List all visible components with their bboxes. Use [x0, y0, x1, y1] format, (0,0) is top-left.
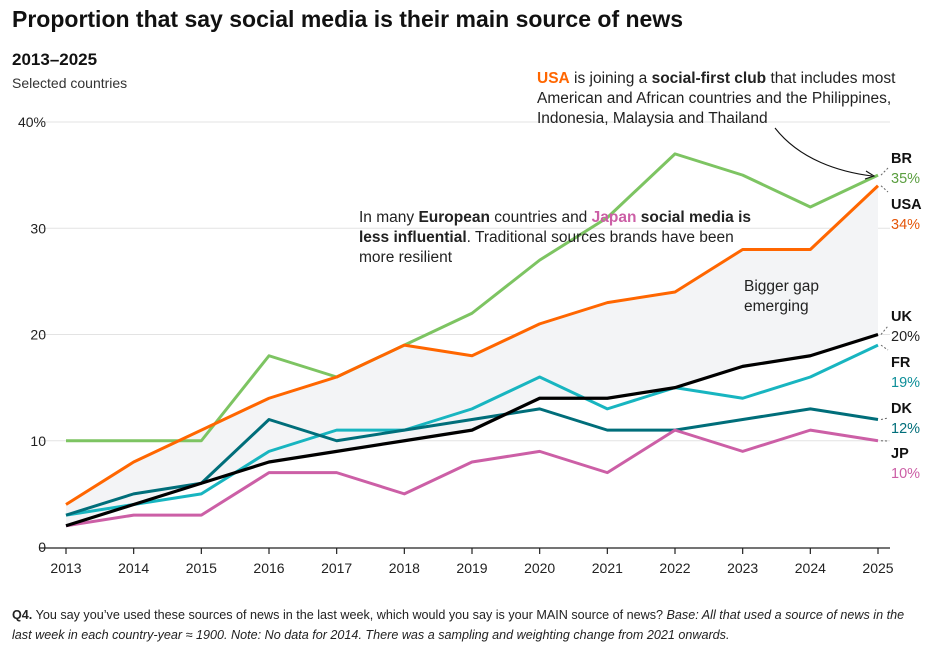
annotation-arrow [774, 127, 873, 177]
series-line-uk [65, 332, 879, 528]
end-label-dk: DK [891, 401, 912, 417]
annotation-segment: European [418, 209, 490, 226]
annotation-segment: Japan [591, 209, 637, 226]
end-value-usa: 34% [891, 217, 920, 233]
x-tick-label: 2014 [118, 560, 149, 576]
label-connector [880, 325, 889, 335]
end-value-jp: 10% [891, 466, 920, 482]
chart-subsubtitle: Selected countries [12, 75, 128, 91]
footnote-base: Base: All that used a source of news in … [12, 608, 905, 642]
annotation-segment: USA [537, 70, 570, 87]
end-value-fr: 19% [891, 375, 920, 391]
end-label-jp: JP [891, 446, 909, 462]
series-line-br [66, 152, 879, 443]
y-tick-label: 10 [30, 433, 46, 449]
end-label-usa: USA [891, 197, 922, 213]
x-tick-label: 2021 [592, 560, 623, 576]
annotation-europe: In many European countries and Japan soc… [359, 208, 769, 268]
label-connector [880, 167, 889, 176]
annotation-usa: USA is joining a social-first club that … [537, 69, 927, 129]
end-value-dk: 12% [891, 421, 920, 437]
x-tick-label: 2024 [795, 560, 826, 576]
footnote: Q4. You say you’ve used these sources of… [12, 605, 927, 645]
annotation-gap: Bigger gap emerging [744, 278, 819, 315]
x-tick-label: 2013 [50, 560, 81, 576]
chart-title: Proportion that say social media is thei… [12, 6, 684, 32]
x-tick-label: 2023 [727, 560, 758, 576]
footnote-text: You say you’ve used these sources of new… [32, 608, 667, 622]
line-chart: 0 10 20 30 40% 2013 2014 2015 2016 2017 2018 2019 20… [18, 114, 922, 576]
x-tick-label: 2025 [862, 560, 893, 576]
x-tick-label: 2015 [186, 560, 217, 576]
y-tick-label: 0 [38, 539, 46, 555]
annotation-segment: . Traditional sources brands have been m… [359, 229, 734, 266]
x-tick-label: 2020 [524, 560, 555, 576]
footnote-question: Q4. [12, 608, 33, 622]
annotation-segment: social media is less influential [359, 209, 752, 246]
annotation-segment: countries and [489, 209, 592, 226]
series-line-usa [65, 184, 880, 506]
label-connector [880, 185, 889, 193]
annotation-segment: social-first club [651, 70, 767, 87]
end-label-uk: UK [891, 309, 912, 325]
annotation-segment: that includes most American and African … [537, 70, 896, 127]
end-label-br: BR [891, 151, 912, 167]
arrowhead-icon [864, 170, 876, 180]
y-tick-label: 30 [30, 220, 46, 236]
x-tick-label: 2017 [321, 560, 352, 576]
annotation-segment: is joining a [569, 70, 652, 87]
end-label-fr: FR [891, 355, 911, 371]
end-value-br: 35% [891, 171, 920, 187]
end-value-uk: 20% [891, 329, 920, 345]
series-line-fr [65, 343, 879, 517]
annotation-segment: In many [359, 209, 419, 226]
label-connector [880, 344, 889, 351]
series-line-jp [65, 428, 879, 528]
label-connector [880, 417, 889, 420]
x-tick-label: 2018 [389, 560, 420, 576]
chart-subtitle: 2013–2025 [12, 50, 98, 69]
y-tick-label: 20 [30, 327, 46, 343]
y-tick-label: 40% [18, 114, 46, 130]
x-tick-label: 2016 [253, 560, 284, 576]
x-tick-label: 2022 [659, 560, 690, 576]
x-tick-label: 2019 [456, 560, 487, 576]
